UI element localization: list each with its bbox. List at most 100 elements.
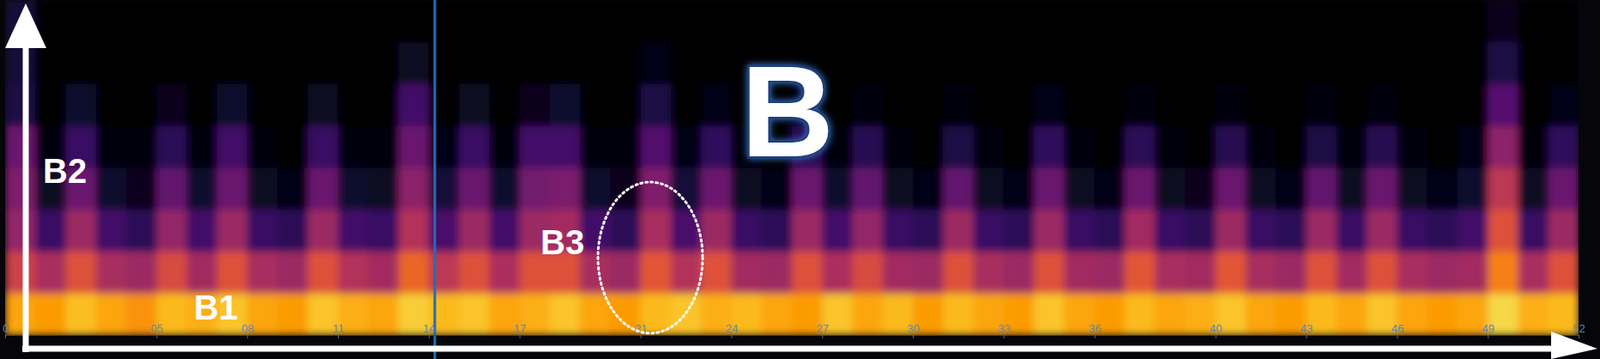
cell <box>973 42 1005 85</box>
annotation: B3 <box>540 223 585 261</box>
cell <box>489 167 520 210</box>
cell <box>1396 42 1428 85</box>
cell <box>307 0 339 43</box>
cell <box>458 167 490 210</box>
tick-label: 36 <box>1088 321 1101 335</box>
cell <box>549 292 581 335</box>
cell <box>1457 84 1489 127</box>
cell <box>277 209 308 252</box>
cell <box>1124 125 1156 168</box>
cell <box>96 209 127 252</box>
cell <box>428 251 460 294</box>
annotation: B2 <box>42 151 87 190</box>
cell <box>579 125 611 168</box>
cell <box>1487 125 1519 168</box>
cell <box>66 292 97 335</box>
cell <box>1124 209 1156 252</box>
cell <box>187 167 218 210</box>
cell <box>217 0 248 43</box>
cell <box>791 209 823 252</box>
cell <box>368 292 399 335</box>
cell <box>1275 84 1307 127</box>
cell <box>1487 251 1519 294</box>
cell <box>156 0 188 43</box>
cell <box>670 209 702 252</box>
cell <box>640 209 672 252</box>
cursor-line <box>433 0 436 335</box>
cell <box>1245 125 1277 168</box>
tick-label: 17 <box>513 321 526 335</box>
cell <box>1154 292 1186 335</box>
cell <box>35 209 67 252</box>
cell <box>338 209 369 252</box>
axis-arrows <box>5 3 1598 359</box>
cell <box>640 84 672 127</box>
cell <box>96 292 127 335</box>
cell <box>1275 167 1307 210</box>
cell <box>217 125 248 168</box>
cell <box>942 0 974 43</box>
cell <box>156 209 188 252</box>
cell <box>1396 251 1428 294</box>
cell <box>187 42 218 85</box>
cell <box>549 125 581 168</box>
tick-mark <box>1215 334 1217 339</box>
cell <box>1366 42 1398 85</box>
tick-mark <box>1306 334 1308 339</box>
cell <box>730 209 762 252</box>
cell <box>761 0 793 43</box>
cell <box>156 42 188 85</box>
tick-mark <box>519 334 521 339</box>
cell <box>1275 0 1307 43</box>
cell <box>1094 209 1126 252</box>
cell <box>398 125 430 168</box>
highlight-ellipse <box>597 181 703 333</box>
cell <box>1336 125 1368 168</box>
tick-mark <box>1578 334 1580 339</box>
tick-label: 08 <box>241 321 254 335</box>
cell <box>1033 167 1065 210</box>
cell <box>1306 0 1338 43</box>
cell <box>852 251 884 294</box>
tick: 24 <box>725 321 738 339</box>
cell <box>338 125 369 168</box>
cell <box>973 84 1005 127</box>
cell <box>1336 0 1368 43</box>
tick: 27 <box>816 321 829 339</box>
cell <box>5 251 37 294</box>
tick-mark <box>730 334 732 339</box>
cell <box>1336 42 1368 85</box>
cell <box>1124 167 1156 210</box>
tick: 05 <box>150 321 164 339</box>
cell <box>66 84 97 127</box>
cell <box>1063 251 1095 294</box>
cell <box>1427 292 1459 335</box>
background <box>0 0 1600 359</box>
tick: 52 <box>1572 321 1585 339</box>
cell <box>217 42 248 85</box>
cell <box>1185 42 1217 85</box>
cell <box>458 292 490 335</box>
cell <box>5 167 37 210</box>
cell <box>1185 209 1217 252</box>
cell <box>1154 125 1186 168</box>
cell <box>973 251 1005 294</box>
cell <box>66 251 97 294</box>
tick-label: 14 <box>422 321 435 335</box>
cell <box>700 125 732 168</box>
cell <box>1306 42 1338 85</box>
cell <box>1124 0 1156 43</box>
cell <box>1094 125 1126 168</box>
cell <box>1366 209 1398 252</box>
cell <box>338 84 369 127</box>
cell <box>730 251 762 294</box>
cell <box>973 209 1005 252</box>
cell <box>1245 209 1277 252</box>
cell <box>1517 251 1549 294</box>
cell <box>700 84 732 127</box>
cell <box>217 167 248 210</box>
cell <box>5 125 37 168</box>
cell <box>458 84 490 127</box>
cell <box>1245 0 1277 43</box>
cell <box>428 167 460 210</box>
